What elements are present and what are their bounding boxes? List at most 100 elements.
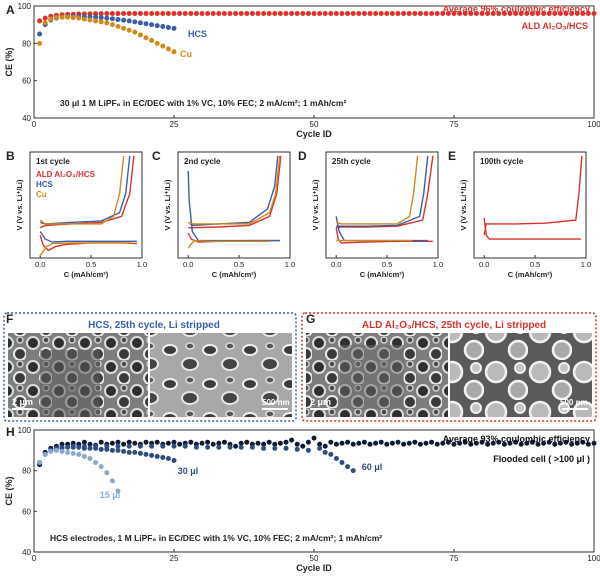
data-point	[93, 445, 99, 451]
plot-frame	[177, 151, 291, 259]
x-axis-label: Cycle ID	[296, 129, 332, 139]
data-point	[244, 10, 250, 16]
data-point	[210, 10, 216, 16]
data-point	[333, 455, 339, 461]
x-tick-label: 1.0	[433, 260, 443, 269]
data-point	[42, 15, 48, 21]
data-point	[238, 440, 244, 446]
data-point	[93, 460, 99, 466]
data-point	[406, 10, 412, 16]
data-point	[311, 10, 317, 16]
data-point	[233, 443, 239, 449]
data-point	[48, 448, 54, 454]
data-point	[177, 441, 183, 447]
data-point	[585, 10, 591, 16]
data-point	[137, 20, 143, 26]
data-point	[529, 10, 535, 16]
panel-letter-f: F	[6, 312, 13, 326]
legend-entry: HCS	[36, 180, 54, 189]
data-point	[42, 20, 48, 26]
data-point	[149, 22, 155, 28]
data-point	[37, 18, 43, 24]
data-point	[529, 439, 535, 445]
data-point	[115, 447, 121, 453]
data-point	[569, 10, 575, 16]
data-point	[70, 15, 76, 21]
data-point	[42, 451, 48, 457]
data-point	[283, 10, 289, 16]
data-point	[305, 439, 311, 445]
y-tick-label: 60	[22, 507, 31, 516]
data-point	[149, 10, 155, 16]
data-point	[440, 10, 446, 16]
data-point	[104, 15, 110, 21]
data-point	[165, 440, 171, 446]
y-axis-label: V (V vs. Li⁺/Li)	[163, 179, 172, 231]
cycle-title: 1st cycle	[36, 157, 70, 166]
data-point	[283, 439, 289, 445]
data-point	[518, 10, 524, 16]
x-tick-label: 0.0	[479, 260, 489, 269]
panel-letter-c: C	[152, 149, 161, 163]
voltage-curve	[39, 242, 132, 257]
legend-entry: ALD Al₂O₃/HCS	[36, 170, 96, 179]
data-point	[132, 449, 138, 455]
panel-letter-d: D	[298, 149, 307, 163]
cycle-title: 2nd cycle	[184, 157, 221, 166]
data-point	[300, 443, 306, 449]
data-point	[395, 10, 401, 16]
data-point	[87, 455, 93, 461]
series-label-60ul: 60 μl	[362, 462, 383, 472]
data-point	[65, 14, 71, 20]
data-point	[81, 445, 87, 451]
data-point	[121, 25, 127, 31]
plot-frame	[29, 151, 143, 259]
data-point	[261, 445, 267, 451]
data-point	[457, 440, 463, 446]
data-point	[221, 10, 227, 16]
voltage-curve	[188, 155, 281, 225]
data-point	[115, 443, 121, 449]
data-point	[98, 439, 104, 445]
data-point	[473, 440, 479, 446]
data-point	[210, 441, 216, 447]
data-point	[574, 10, 580, 16]
data-point	[328, 451, 334, 457]
data-point	[406, 440, 412, 446]
data-point	[165, 46, 171, 52]
legend-cu: Cu	[180, 49, 192, 59]
x-axis-label: C (mAh/cm²)	[360, 270, 405, 279]
data-point	[451, 10, 457, 16]
voltage-curve	[336, 155, 419, 225]
data-point	[328, 439, 334, 445]
panel-g: ALD Al₂O₃/HCS, 25th cycle, Li stripped 2…	[301, 312, 597, 422]
data-point	[126, 439, 132, 445]
x-axis-label: Cycle ID	[296, 563, 332, 573]
data-point	[104, 20, 110, 26]
data-point	[457, 10, 463, 16]
data-point	[126, 449, 132, 455]
data-point	[266, 439, 272, 445]
data-point	[417, 441, 423, 447]
data-point	[87, 17, 93, 23]
data-point	[216, 444, 222, 450]
data-point	[451, 441, 457, 447]
x-axis-label: C (mAh/cm²)	[212, 270, 257, 279]
data-point	[205, 439, 211, 445]
data-point	[507, 10, 513, 16]
x-tick-label: 1.0	[285, 260, 295, 269]
plot-frame	[473, 151, 587, 259]
chart-c: 0.0 0.5 1.0 C (mAh/cm²) V (V vs. Li⁺/Li) 2nd …	[163, 151, 295, 279]
data-point	[496, 10, 502, 16]
voltage-curve	[39, 231, 137, 243]
x-tick-label: 0	[32, 554, 37, 563]
data-point	[126, 443, 132, 449]
data-point	[401, 10, 407, 16]
data-point	[423, 10, 429, 16]
data-point	[289, 437, 295, 443]
data-point	[501, 441, 507, 447]
data-point	[126, 27, 132, 33]
data-point	[322, 443, 328, 449]
scale-label-g-right: 500 nm	[560, 398, 588, 407]
data-point	[165, 10, 171, 16]
